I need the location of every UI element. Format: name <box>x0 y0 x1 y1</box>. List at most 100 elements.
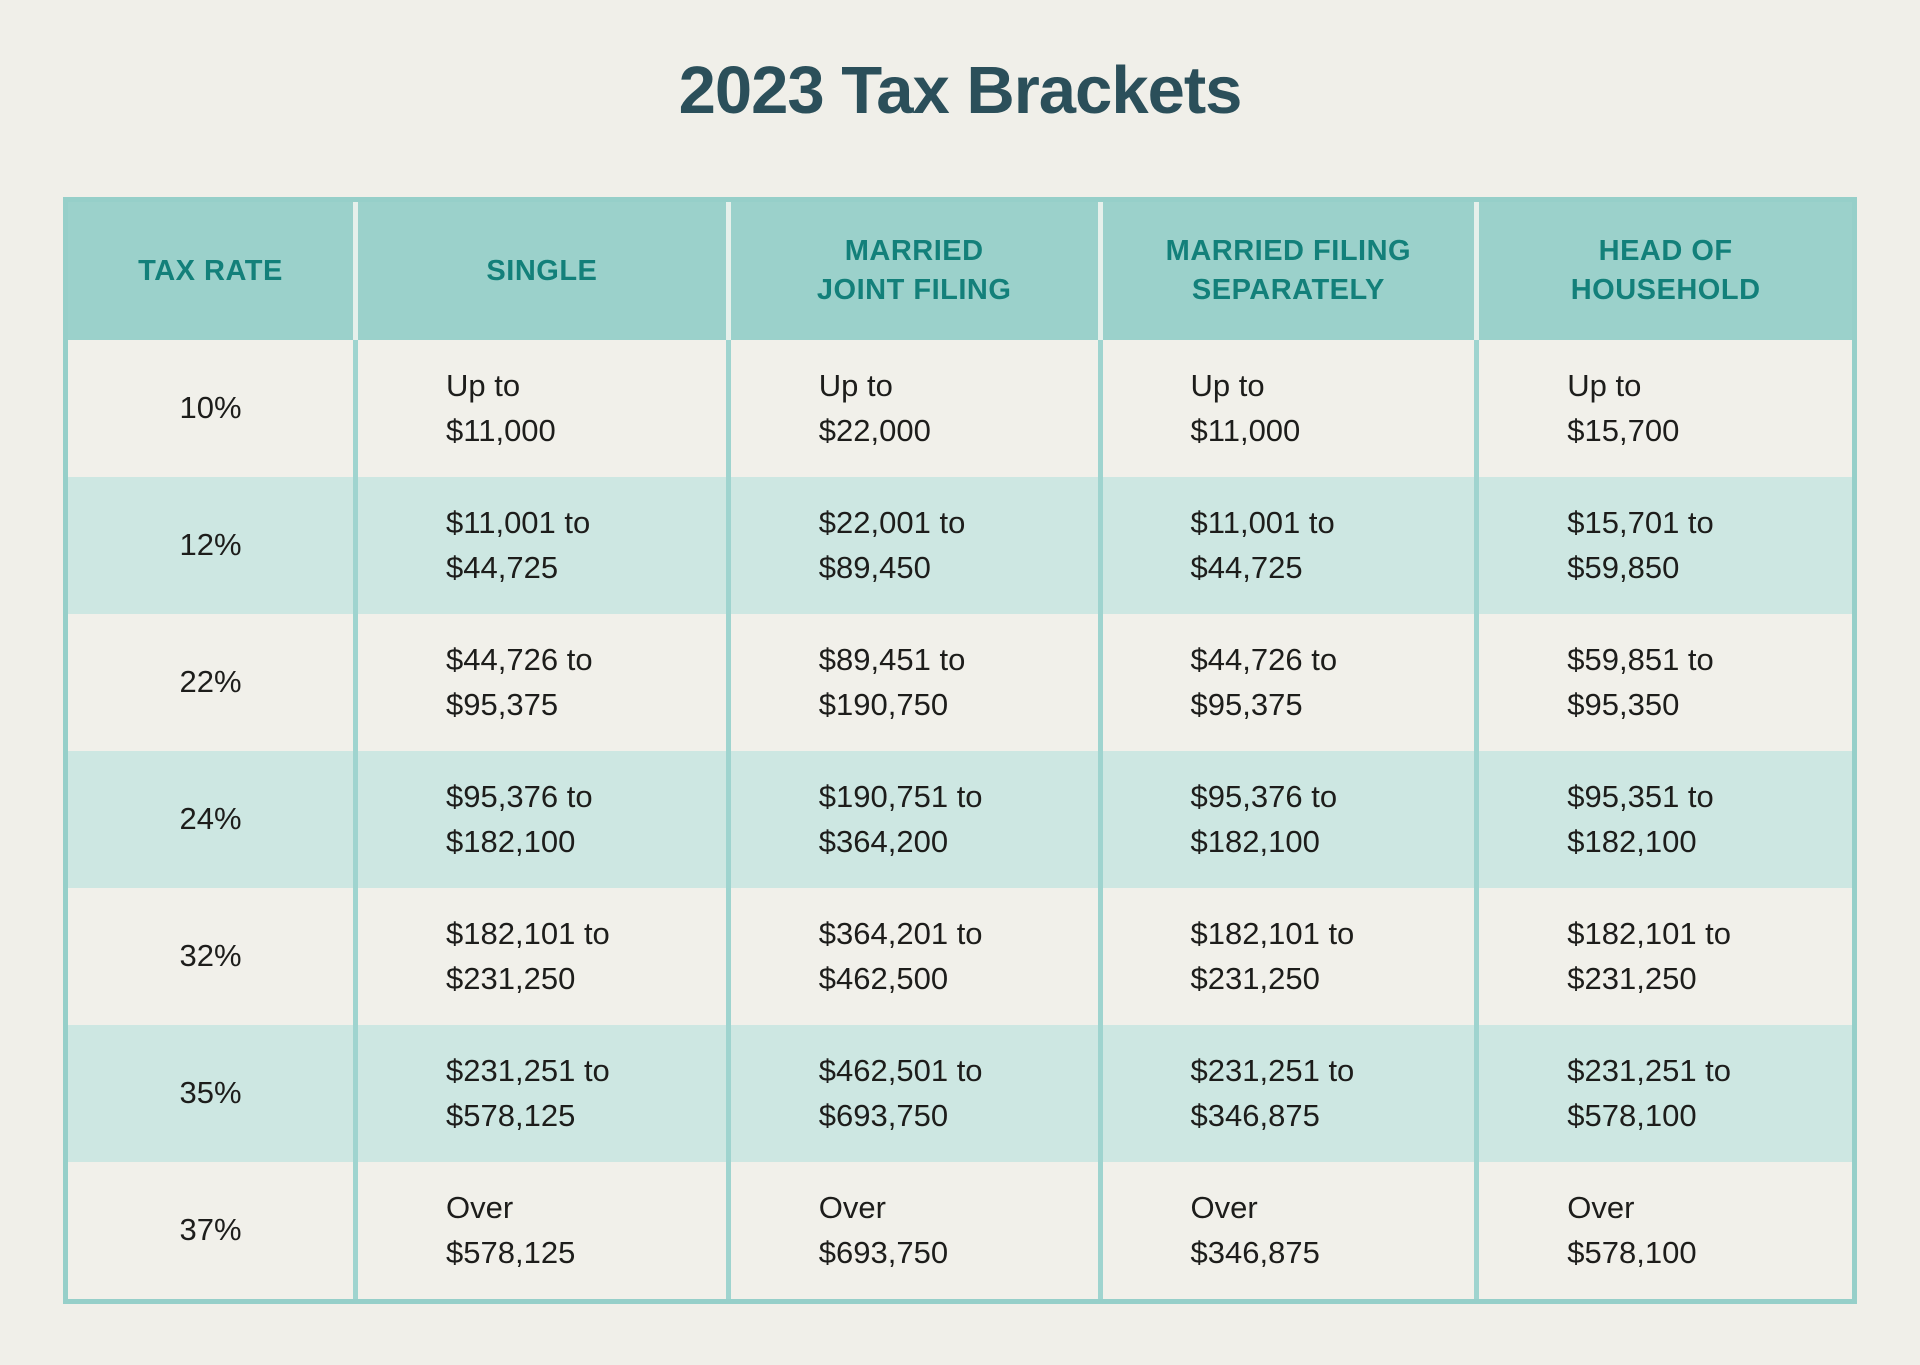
bracket-line: $693,750 <box>818 1097 949 1133</box>
header-cell-married-joint: MARRIED JOINT FILING <box>725 202 1098 340</box>
bracket-cell-married-joint: $22,001 to $89,450 <box>725 477 1098 614</box>
bracket-line: $182,101 to <box>1567 915 1732 951</box>
tax-rate-cell: 35% <box>179 1075 242 1111</box>
tax-rate-cell: 12% <box>179 527 242 563</box>
bracket-line: $11,001 to <box>1190 504 1335 540</box>
bracket-cell-single: $182,101 to $231,250 <box>353 888 726 1025</box>
bracket-line: Up to <box>446 367 521 403</box>
bracket-line: Over <box>446 1189 514 1225</box>
bracket-line: $190,751 to <box>818 778 983 814</box>
bracket-line: $89,451 to <box>818 641 966 677</box>
bracket-cell-head-of-household: Over $578,100 <box>1474 1162 1852 1299</box>
bracket-cell-married-separate: $11,001 to $44,725 <box>1097 477 1475 614</box>
bracket-line: $231,250 <box>1567 960 1697 996</box>
bracket-line: $346,875 <box>1190 1097 1320 1133</box>
bracket-line: $22,001 to <box>818 504 966 540</box>
bracket-line: $182,101 to <box>446 915 610 951</box>
bracket-line: $89,450 <box>818 549 931 585</box>
bracket-line: $182,100 <box>446 823 576 859</box>
bracket-line: $44,725 <box>1190 549 1303 585</box>
header-label: HOUSEHOLD <box>1570 274 1761 306</box>
header-cell-single: SINGLE <box>353 202 726 340</box>
bracket-cell-head-of-household: $231,251 to $578,100 <box>1474 1025 1852 1162</box>
bracket-line: $182,100 <box>1567 823 1697 859</box>
bracket-line: $231,250 <box>446 960 576 996</box>
bracket-line: $11,000 <box>1190 412 1301 448</box>
bracket-line: Up to <box>1190 367 1265 403</box>
bracket-cell-married-separate: $95,376 to $182,100 <box>1097 751 1475 888</box>
bracket-cell-single: Up to $11,000 <box>353 340 726 477</box>
bracket-line: $95,351 to <box>1567 778 1714 814</box>
table-row: 24% $95,376 to $182,100 $190,751 to $364… <box>68 751 1852 888</box>
table-row: 10% Up to $11,000 Up to $22,000 Up to $1… <box>68 340 1852 477</box>
tax-rate-cell: 22% <box>179 664 242 700</box>
bracket-line: Up to <box>1567 367 1642 403</box>
bracket-line: $95,375 <box>446 686 559 722</box>
bracket-cell-married-separate: Over $346,875 <box>1097 1162 1475 1299</box>
bracket-line: $578,100 <box>1567 1234 1697 1270</box>
bracket-line: $95,376 to <box>446 778 593 814</box>
bracket-line: $231,251 to <box>446 1052 610 1088</box>
bracket-cell-head-of-household: $59,851 to $95,350 <box>1474 614 1852 751</box>
tax-rate-cell: 37% <box>179 1212 242 1248</box>
bracket-cell-married-joint: $89,451 to $190,750 <box>725 614 1098 751</box>
bracket-cell-married-separate: Up to $11,000 <box>1097 340 1475 477</box>
header-label: SEPARATELY <box>1191 274 1385 306</box>
bracket-line: $59,851 to <box>1567 641 1714 677</box>
bracket-line: $231,251 to <box>1567 1052 1732 1088</box>
bracket-line: $462,500 <box>818 960 949 996</box>
bracket-line: $693,750 <box>818 1234 949 1270</box>
bracket-line: Over <box>1567 1189 1635 1225</box>
bracket-line: $44,726 to <box>446 641 593 677</box>
bracket-cell-single: $231,251 to $578,125 <box>353 1025 726 1162</box>
header-label: JOINT FILING <box>816 274 1012 306</box>
table-row: 35% $231,251 to $578,125 $462,501 to $69… <box>68 1025 1852 1162</box>
header-label: HEAD OF <box>1598 235 1733 268</box>
header-label: MARRIED FILING <box>1165 235 1412 268</box>
bracket-cell-married-separate: $182,101 to $231,250 <box>1097 888 1475 1025</box>
header-label: MARRIED <box>844 235 984 268</box>
bracket-line: $11,001 to <box>446 504 591 540</box>
header-cell-tax-rate: TAX RATE <box>68 202 353 340</box>
bracket-cell-single: $44,726 to $95,375 <box>353 614 726 751</box>
tax-rate-cell: 24% <box>179 801 242 837</box>
bracket-cell-head-of-household: Up to $15,700 <box>1474 340 1852 477</box>
bracket-line: Up to <box>818 367 893 403</box>
bracket-line: Over <box>1190 1189 1258 1225</box>
bracket-cell-single: Over $578,125 <box>353 1162 726 1299</box>
bracket-line: $231,250 <box>1190 960 1320 996</box>
tax-brackets-table: TAX RATE SINGLE MARRIED JOINT FILING MAR… <box>63 197 1857 1304</box>
bracket-line: $95,376 to <box>1190 778 1338 814</box>
header-label: TAX RATE <box>138 254 283 287</box>
bracket-line: $22,000 <box>818 412 931 448</box>
bracket-cell-married-joint: Over $693,750 <box>725 1162 1098 1299</box>
bracket-cell-married-joint: Up to $22,000 <box>725 340 1098 477</box>
bracket-line: $15,700 <box>1567 412 1680 448</box>
bracket-line: $578,100 <box>1567 1097 1697 1133</box>
table-row: 32% $182,101 to $231,250 $364,201 to $46… <box>68 888 1852 1025</box>
table-row: 12% $11,001 to $44,725 $22,001 to $89,45… <box>68 477 1852 614</box>
bracket-line: $364,201 to <box>818 915 983 951</box>
bracket-line: $462,501 to <box>818 1052 983 1088</box>
bracket-line: $190,750 <box>818 686 949 722</box>
bracket-line: $44,725 <box>446 549 559 585</box>
bracket-line: $95,350 <box>1567 686 1680 722</box>
bracket-line: Over <box>818 1189 886 1225</box>
page-title: 2023 Tax Brackets <box>678 53 1243 128</box>
table-header-row: TAX RATE SINGLE MARRIED JOINT FILING MAR… <box>68 202 1852 340</box>
bracket-cell-married-separate: $231,251 to $346,875 <box>1097 1025 1475 1162</box>
bracket-cell-married-joint: $462,501 to $693,750 <box>725 1025 1098 1162</box>
bracket-line: $364,200 <box>818 823 949 859</box>
bracket-cell-married-separate: $44,726 to $95,375 <box>1097 614 1475 751</box>
header-cell-head-of-household: HEAD OF HOUSEHOLD <box>1474 202 1852 340</box>
bracket-line: $44,726 to <box>1190 641 1338 677</box>
bracket-line: $578,125 <box>446 1234 576 1270</box>
bracket-line: $95,375 <box>1190 686 1303 722</box>
table-row: 22% $44,726 to $95,375 $89,451 to $190,7… <box>68 614 1852 751</box>
bracket-line: $182,101 to <box>1190 915 1355 951</box>
bracket-cell-head-of-household: $95,351 to $182,100 <box>1474 751 1852 888</box>
bracket-line: $15,701 to <box>1567 504 1714 540</box>
bracket-line: $578,125 <box>446 1097 576 1133</box>
bracket-line: $346,875 <box>1190 1234 1320 1270</box>
tax-rate-cell: 32% <box>179 938 242 974</box>
